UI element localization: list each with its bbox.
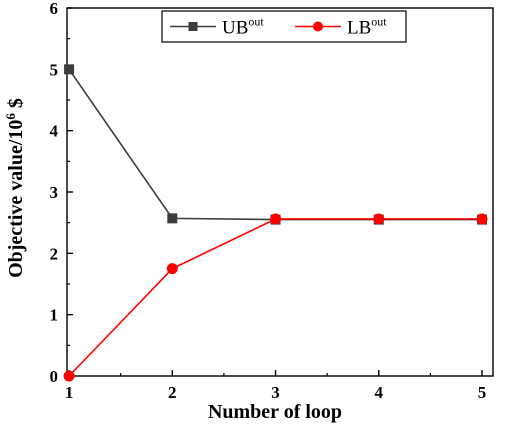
y-tick-label: 5: [50, 60, 59, 79]
y-tick-label: 1: [50, 306, 59, 325]
x-tick-label: 1: [65, 383, 74, 402]
series-line-ub: [68, 68, 482, 221]
data-point-lb: [166, 263, 178, 275]
y-axis-title-unit: $: [5, 98, 27, 113]
data-point-lb: [270, 213, 282, 225]
x-axis-title: Number of loop: [208, 401, 342, 423]
plot-area-frame: [66, 7, 494, 377]
y-tick-label: 6: [50, 0, 59, 18]
data-point-ub: [64, 64, 75, 75]
y-axis-title-superscript: 6: [3, 113, 18, 120]
y-tick-label: 4: [50, 122, 59, 141]
y-axis-title: Objective value/106 $: [3, 98, 27, 278]
legend-label-ub: UBout: [222, 15, 264, 39]
x-tick-label: 3: [271, 383, 280, 402]
data-point-lb: [373, 213, 385, 225]
data-point-ub: [167, 213, 178, 224]
y-axis-title-base: Objective value/10: [5, 120, 27, 278]
legend-marker-ub: [188, 22, 198, 31]
series-line-lb: [68, 218, 482, 377]
x-tick-label: 2: [168, 383, 177, 402]
y-tick-label: 2: [50, 244, 59, 263]
y-tick-label: 3: [50, 183, 59, 202]
y-tick-label: 0: [50, 367, 59, 386]
x-tick-label: 4: [375, 383, 384, 402]
legend-label-lb: LBout: [347, 15, 387, 39]
data-point-lb: [476, 213, 488, 225]
x-tick-label: 5: [478, 383, 487, 402]
legend-marker-lb: [313, 21, 323, 32]
data-point-lb: [63, 370, 75, 382]
